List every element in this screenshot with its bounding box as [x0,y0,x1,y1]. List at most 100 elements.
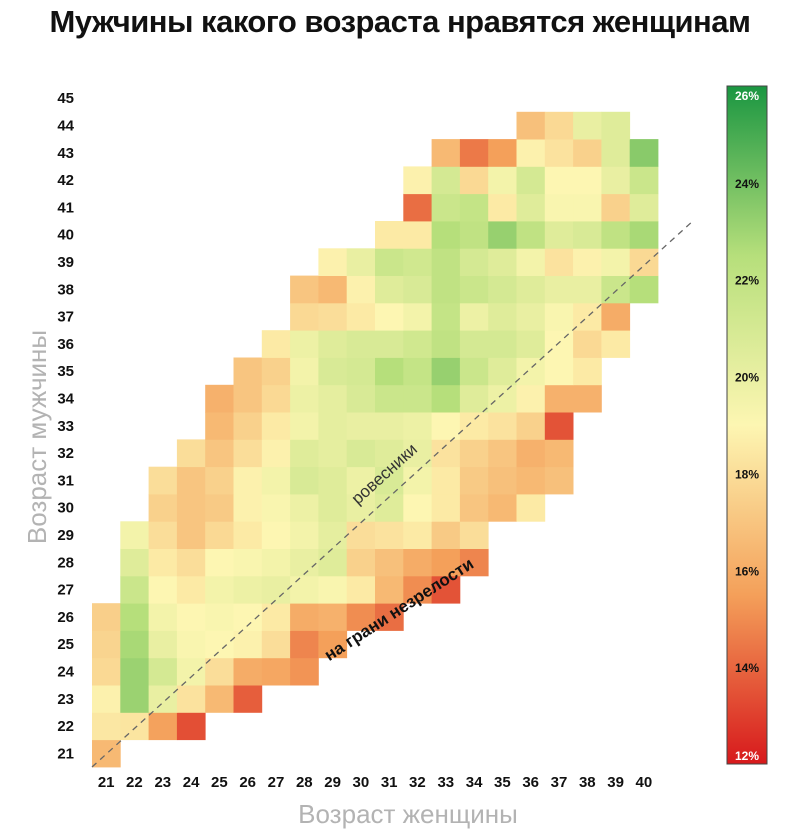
heatmap-cell [233,548,263,577]
x-tick-label: 33 [437,774,454,791]
heatmap-cell [431,330,461,358]
heatmap-cell [318,466,348,495]
heatmap-cell [290,494,319,522]
heatmap-cells [92,111,659,768]
x-tick-label: 30 [353,774,370,791]
y-tick-label: 38 [57,281,74,298]
heatmap-cell [176,548,206,577]
peer-age-diagonal [91,219,695,768]
heatmap-cell [205,657,234,686]
heatmap-cell [375,384,404,413]
heatmap-cell [261,412,291,440]
x-tick-label: 31 [381,774,398,791]
color-scale-label: 20% [735,371,759,385]
heatmap-cell [205,494,234,522]
heatmap-cell [544,412,574,440]
heatmap-cell [318,548,348,577]
x-tick-label: 25 [211,774,228,791]
heatmap-cell [544,275,574,304]
heatmap-cell [176,603,206,631]
heatmap-cell [403,384,432,413]
heatmap-cell [573,248,602,276]
color-scale-label: 18% [735,467,759,481]
y-tick-label: 31 [57,472,74,489]
heatmap-cell [290,521,319,549]
heatmap-cell [92,712,121,741]
heatmap-cell [233,494,263,522]
heatmap-cell [375,548,404,577]
heatmap-cell [290,330,319,358]
heatmap-cell [403,494,432,522]
heatmap-cell [318,603,348,631]
heatmap-cell [516,357,546,386]
heatmap-cell [346,248,376,276]
heatmap-cell [346,494,376,522]
diagonal-line [91,219,695,768]
heatmap-cell [573,166,602,195]
heatmap-cell [573,275,602,304]
heatmap-cell [375,603,404,631]
heatmap-cell [205,603,234,631]
heatmap-cell [148,657,178,686]
heatmap-cell [346,548,376,577]
heatmap-cell [544,221,574,249]
heatmap-cell [318,439,348,468]
x-tick-label: 32 [409,774,426,791]
heatmap-cell [431,221,461,249]
heatmap-cell [261,384,291,413]
heatmap-cell [375,439,404,468]
heatmap-cell [375,302,404,331]
color-scale-label: 24% [735,177,759,191]
heatmap-cell [431,302,461,331]
heatmap-cell [459,139,489,167]
y-tick-label: 32 [57,445,74,462]
heatmap-cell [148,521,178,549]
heatmap-cell [92,657,121,686]
heatmap-cell [176,575,206,604]
heatmap-cell [629,139,659,167]
heatmap-cell [375,521,404,549]
x-axis-ticks: 21 22 23 24 25 26 27 28 29 30 31 32 33 34 35 36 37 38 39 40 [98,774,652,791]
heatmap-cell [488,139,517,167]
heatmap-cell [148,575,178,604]
heatmap-cell [544,193,574,222]
heatmap-cell [233,657,263,686]
heatmap-cell [431,466,461,495]
y-tick-label: 41 [57,199,74,216]
heatmap-cell [488,330,517,358]
heatmap-cell [261,630,291,659]
heatmap-cell [233,357,263,386]
heatmap-cell [176,657,206,686]
heatmap-cell [601,111,631,140]
heatmap-cell [431,439,461,468]
heatmap-cell [459,521,489,549]
y-tick-label: 37 [57,309,74,326]
heatmap-cell [459,302,489,331]
y-tick-label: 33 [57,418,74,435]
heatmap-cell [573,384,602,413]
heatmap-cell [403,412,432,440]
heatmap-cell [403,521,432,549]
heatmap-cell [516,439,546,468]
x-tick-label: 36 [522,774,539,791]
y-tick-label: 23 [57,691,74,708]
heatmap-cell [544,384,574,413]
x-tick-label: 24 [183,774,200,791]
x-tick-label: 34 [466,774,483,791]
heatmap-cell [176,521,206,549]
heatmap-cell [544,166,574,195]
heatmap-cell [375,275,404,304]
heatmap-cell [629,221,659,249]
heatmap-cell [233,384,263,413]
heatmap-cell [431,494,461,522]
heatmap-cell [403,357,432,386]
heatmap-cell [488,466,517,495]
heatmap-cell [459,166,489,195]
heatmap-cell [459,466,489,495]
heatmap-cell [516,248,546,276]
heatmap-cell [375,330,404,358]
x-tick-label: 27 [268,774,285,791]
heatmap-cell [431,548,461,577]
heatmap-cell [346,384,376,413]
